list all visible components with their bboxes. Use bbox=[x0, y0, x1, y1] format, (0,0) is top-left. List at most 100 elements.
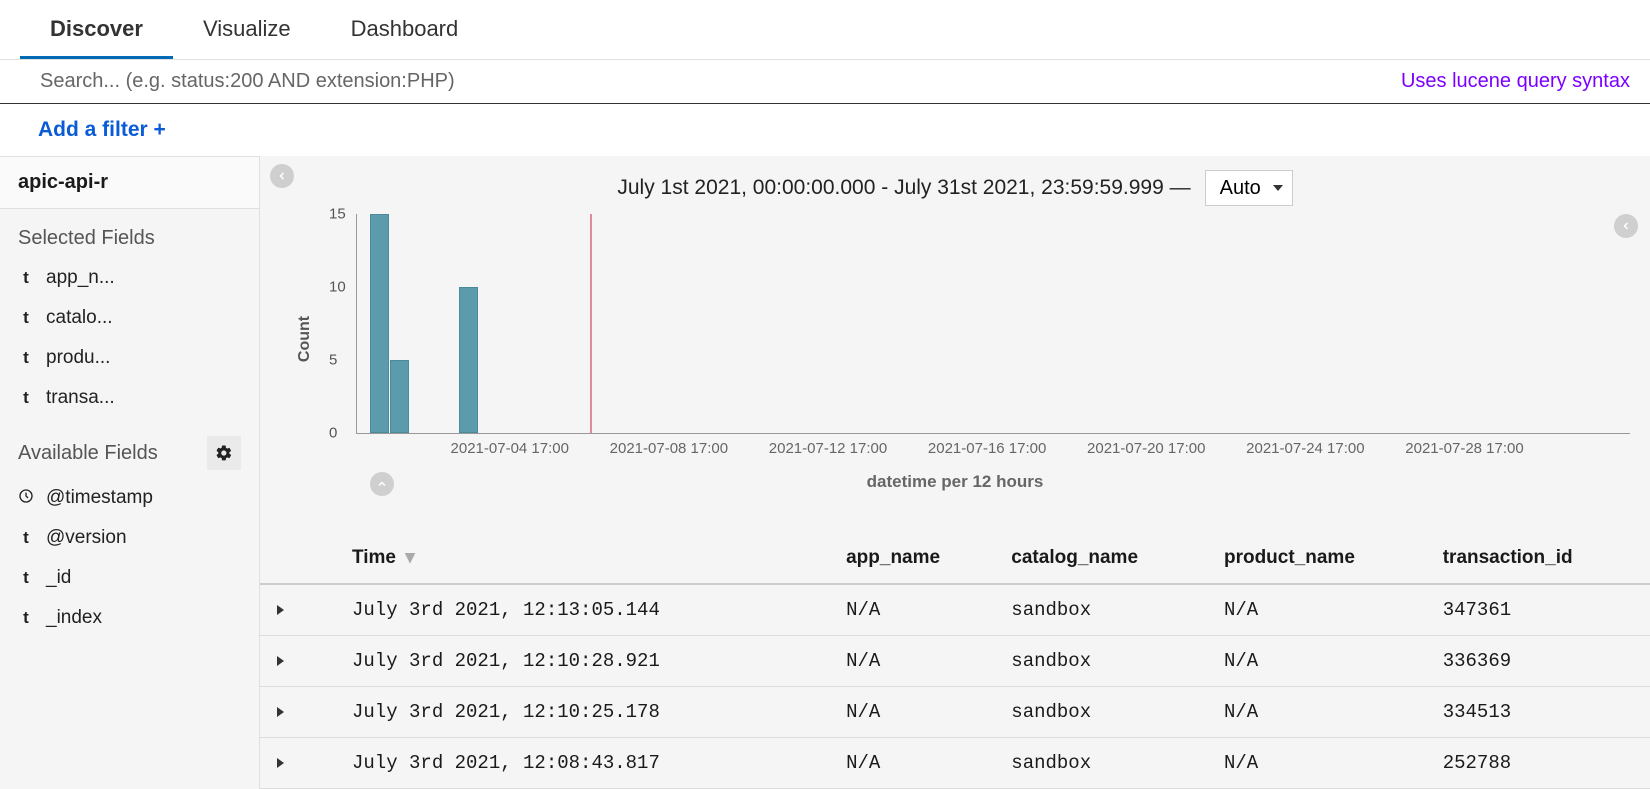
field-type-icon: t bbox=[18, 348, 34, 368]
cell-transaction-id: 334513 bbox=[1433, 687, 1650, 738]
sidebar-selected-field[interactable]: t produ... bbox=[0, 338, 259, 378]
xtick-label: 2021-07-24 17:00 bbox=[1246, 440, 1364, 457]
ytick-label: 10 bbox=[329, 279, 346, 296]
sidebar-available-field[interactable]: t _id bbox=[0, 558, 259, 598]
index-pattern-selector[interactable]: apic-api-r bbox=[0, 156, 259, 209]
cell-product-name: N/A bbox=[1214, 687, 1433, 738]
expand-row-cell[interactable] bbox=[260, 738, 300, 789]
chevron-left-icon bbox=[276, 170, 288, 182]
histogram-bar[interactable] bbox=[370, 214, 389, 433]
cell-transaction-id: 336369 bbox=[1433, 636, 1650, 687]
field-label: _index bbox=[46, 607, 102, 629]
content-area: July 1st 2021, 00:00:00.000 - July 31st … bbox=[260, 156, 1650, 789]
tab-discover[interactable]: Discover bbox=[20, 0, 173, 59]
field-settings-button[interactable] bbox=[207, 436, 241, 470]
expand-row-cell[interactable] bbox=[260, 584, 300, 636]
expand-column-header bbox=[260, 534, 300, 584]
search-input[interactable] bbox=[40, 70, 1401, 93]
selected-fields-title: Selected Fields bbox=[0, 209, 259, 258]
xtick-label: 2021-07-16 17:00 bbox=[928, 440, 1046, 457]
sidebar: apic-api-r Selected Fields tapp_n...tcat… bbox=[0, 156, 260, 789]
main-area: apic-api-r Selected Fields tapp_n...tcat… bbox=[0, 156, 1650, 789]
available-fields-title: Available Fields bbox=[18, 442, 158, 465]
cell-app-name: N/A bbox=[836, 584, 1001, 636]
xaxis-label: datetime per 12 hours bbox=[260, 464, 1650, 492]
sidebar-available-field[interactable]: t @version bbox=[0, 518, 259, 558]
chevron-up-icon bbox=[376, 478, 388, 490]
field-type-icon: t bbox=[18, 528, 34, 548]
sidebar-selected-field[interactable]: ttransa... bbox=[0, 378, 259, 418]
table-row[interactable]: July 3rd 2021, 12:13:05.144 N/A sandbox … bbox=[260, 584, 1650, 636]
tab-visualize[interactable]: Visualize bbox=[173, 0, 321, 59]
plus-icon: + bbox=[154, 118, 166, 141]
cell-catalog-name: sandbox bbox=[1001, 738, 1214, 789]
table-row[interactable]: July 3rd 2021, 12:10:25.178 N/A sandbox … bbox=[260, 687, 1650, 738]
field-type-icon: t bbox=[18, 608, 34, 628]
cell-time: July 3rd 2021, 12:08:43.817 bbox=[300, 738, 836, 789]
lucene-syntax-link[interactable]: Uses lucene query syntax bbox=[1401, 70, 1630, 93]
histogram-chart[interactable]: Count 0510152021-07-04 17:002021-07-08 1… bbox=[320, 214, 1630, 464]
table-row[interactable]: July 3rd 2021, 12:08:43.817 N/A sandbox … bbox=[260, 738, 1650, 789]
sort-desc-icon: ▾ bbox=[405, 546, 415, 569]
table-header-row: Time ▾ app_name catalog_name product_nam… bbox=[260, 534, 1650, 584]
field-label: @version bbox=[46, 527, 127, 549]
cell-catalog-name: sandbox bbox=[1001, 687, 1214, 738]
document-table: Time ▾ app_name catalog_name product_nam… bbox=[260, 534, 1650, 789]
add-filter-label: Add a filter bbox=[38, 118, 154, 141]
ytick-label: 0 bbox=[329, 425, 337, 442]
field-type-icon: t bbox=[18, 568, 34, 588]
cell-app-name: N/A bbox=[836, 636, 1001, 687]
field-type-icon: t bbox=[18, 308, 34, 328]
expand-row-cell[interactable] bbox=[260, 687, 300, 738]
column-header-app-name[interactable]: app_name bbox=[836, 534, 1001, 584]
sidebar-available-field[interactable]: t _index bbox=[0, 598, 259, 638]
caret-right-icon bbox=[277, 656, 284, 666]
top-tabs: Discover Visualize Dashboard bbox=[0, 0, 1650, 60]
gear-icon bbox=[215, 444, 233, 462]
field-label: _id bbox=[46, 567, 71, 589]
field-label: @timestamp bbox=[46, 487, 153, 509]
clock-icon bbox=[18, 488, 34, 509]
filter-bar: Add a filter + bbox=[0, 104, 1650, 156]
ytick-label: 5 bbox=[329, 352, 337, 369]
caret-right-icon bbox=[277, 605, 284, 615]
search-bar: Uses lucene query syntax bbox=[0, 60, 1650, 104]
time-marker-line bbox=[590, 214, 592, 433]
cell-product-name: N/A bbox=[1214, 738, 1433, 789]
sidebar-selected-field[interactable]: t catalo... bbox=[0, 298, 259, 338]
cell-product-name: N/A bbox=[1214, 584, 1433, 636]
ytick-label: 15 bbox=[329, 206, 346, 223]
column-header-time-label: Time bbox=[352, 547, 396, 568]
field-label: produ... bbox=[46, 347, 110, 369]
cell-catalog-name: sandbox bbox=[1001, 636, 1214, 687]
expand-row-cell[interactable] bbox=[260, 636, 300, 687]
table-row[interactable]: July 3rd 2021, 12:10:28.921 N/A sandbox … bbox=[260, 636, 1650, 687]
xtick-label: 2021-07-08 17:00 bbox=[610, 440, 728, 457]
sidebar-available-field[interactable]: @timestamp bbox=[0, 478, 259, 518]
field-label: catalo... bbox=[46, 307, 113, 329]
tab-dashboard[interactable]: Dashboard bbox=[321, 0, 489, 59]
histogram-bar[interactable] bbox=[390, 360, 409, 433]
cell-transaction-id: 252788 bbox=[1433, 738, 1650, 789]
cell-app-name: N/A bbox=[836, 738, 1001, 789]
xtick-label: 2021-07-28 17:00 bbox=[1405, 440, 1523, 457]
collapse-chart-button[interactable] bbox=[370, 472, 394, 496]
cell-time: July 3rd 2021, 12:10:28.921 bbox=[300, 636, 836, 687]
column-header-transaction-id[interactable]: transaction_id bbox=[1433, 534, 1650, 584]
cell-catalog-name: sandbox bbox=[1001, 584, 1214, 636]
histogram-bar[interactable] bbox=[459, 287, 478, 433]
caret-right-icon bbox=[277, 707, 284, 717]
collapse-left-button[interactable] bbox=[270, 164, 294, 188]
cell-product-name: N/A bbox=[1214, 636, 1433, 687]
sidebar-selected-field[interactable]: tapp_n... bbox=[0, 258, 259, 298]
column-header-product-name[interactable]: product_name bbox=[1214, 534, 1433, 584]
column-header-catalog-name[interactable]: catalog_name bbox=[1001, 534, 1214, 584]
field-label: app_n... bbox=[46, 267, 115, 289]
cell-app-name: N/A bbox=[836, 687, 1001, 738]
yaxis-label: Count bbox=[296, 316, 314, 362]
xtick-label: 2021-07-12 17:00 bbox=[769, 440, 887, 457]
column-header-time[interactable]: Time ▾ bbox=[300, 534, 836, 584]
cell-time: July 3rd 2021, 12:13:05.144 bbox=[300, 584, 836, 636]
add-filter-button[interactable]: Add a filter + bbox=[38, 118, 166, 141]
interval-select[interactable]: Auto bbox=[1205, 170, 1293, 206]
